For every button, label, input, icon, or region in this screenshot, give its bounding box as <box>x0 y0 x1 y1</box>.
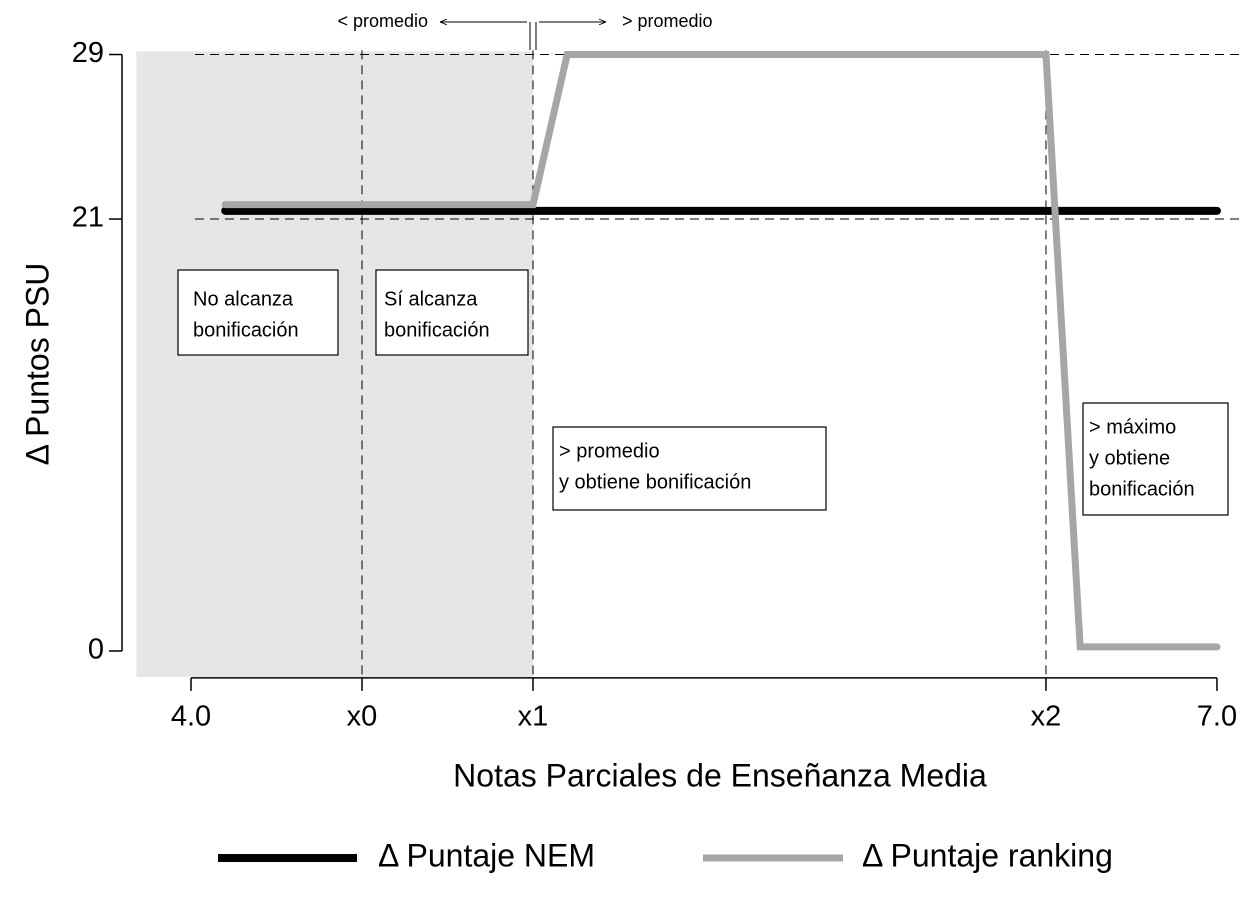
annotation-text: y obtiene bonificación <box>559 471 751 493</box>
top-label: > promedio <box>622 11 713 31</box>
annotation-box <box>177 269 339 356</box>
y-tick-label: 29 <box>72 37 104 69</box>
series-line <box>221 51 1221 651</box>
annotation-text: bonificación <box>193 319 299 341</box>
annotation-text: bonificación <box>1089 478 1195 500</box>
guide-layer <box>195 50 1240 677</box>
top-label: < promedio <box>337 11 428 31</box>
x-tick-label: 7.0 <box>1197 701 1237 733</box>
legend-label: Δ Puntaje ranking <box>862 837 1113 873</box>
annotation-text: No alcanza <box>193 288 294 310</box>
y-tick-label: 21 <box>72 202 104 234</box>
line-layer <box>221 51 1221 651</box>
background-layer <box>136 51 533 677</box>
annotation-box <box>1082 402 1229 516</box>
foreground-layer: Notas Parciales de Enseñanza Media Δ Pun… <box>19 11 1237 874</box>
shaded-region <box>136 51 533 677</box>
x-tick-label: x2 <box>1031 701 1062 733</box>
annotation-box <box>375 269 529 356</box>
x-tick-label: 4.0 <box>171 701 211 733</box>
annotation-text: > promedio <box>559 440 660 462</box>
annotation-box <box>552 426 827 511</box>
annotation-text: y obtiene <box>1089 447 1170 469</box>
x-tick-label: x1 <box>518 701 549 733</box>
annotation-text: Sí alcanza <box>384 288 478 310</box>
x-axis-label: Notas Parciales de Enseñanza Media <box>453 757 987 793</box>
y-axis-label: Δ Puntos PSU <box>19 263 55 466</box>
legend-label: Δ Puntaje NEM <box>378 837 595 873</box>
y-tick-label: 0 <box>88 634 104 666</box>
x-tick-label: x0 <box>347 701 378 733</box>
annotation-text: bonificación <box>384 319 490 341</box>
annotation-text: > máximo <box>1089 416 1176 438</box>
